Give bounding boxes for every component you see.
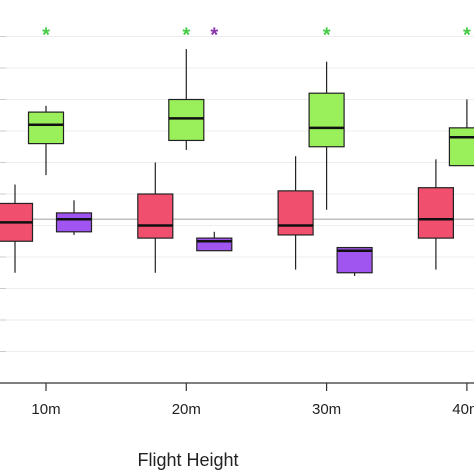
box	[27, 111, 65, 145]
significance-marker: *	[182, 24, 190, 46]
significance-marker: *	[210, 24, 218, 46]
box	[196, 237, 233, 252]
significance-marker: *	[463, 24, 471, 46]
box	[168, 98, 205, 142]
box	[137, 193, 174, 239]
box	[448, 127, 474, 167]
box	[417, 187, 454, 239]
x-tick-label: 40m	[452, 401, 474, 418]
x-tick-label: 10m	[31, 401, 60, 418]
significance-marker: *	[42, 24, 50, 46]
box	[277, 190, 314, 236]
significance-marker: *	[323, 24, 331, 46]
x-tick-label: 30m	[312, 401, 341, 418]
x-tick-label: 20m	[172, 401, 201, 418]
box	[308, 92, 345, 148]
x-axis-label: Flight Height	[137, 450, 238, 470]
box	[55, 212, 93, 233]
